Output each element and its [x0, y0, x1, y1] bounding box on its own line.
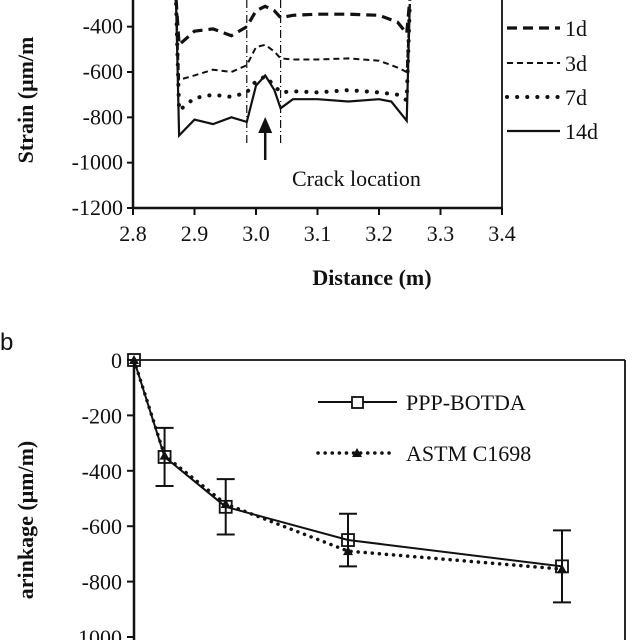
panel-a-y-axis-title: Strain (μm/m: [13, 37, 38, 164]
panel-a-x-tick-label: 3.3: [427, 221, 455, 246]
triangle-marker: [220, 499, 231, 509]
panel-a-y-tick-label: -1000: [72, 150, 123, 175]
panel-b: b 0 -200 -400 -600 -800 1000 PPP-BOTDA ASTM C1…: [0, 329, 626, 640]
panel-b-y-tick-label: 0: [111, 348, 122, 373]
panel-b-y-tick-label: -800: [82, 570, 122, 595]
triangle-marker: [159, 450, 170, 460]
panel-b-y-tick-label: -400: [82, 459, 122, 484]
panel-a-x-tick-label: 2.8: [119, 221, 147, 246]
series-line-14d: [175, 3, 411, 139]
panel-a-x-tick-label: 2.9: [181, 221, 209, 246]
crack-location-annotation: Crack location: [292, 166, 421, 191]
panel-a-y-tick-label: -600: [83, 59, 123, 84]
legend-label-ASTM-C1698: ASTM C1698: [406, 441, 531, 466]
legend-square-marker-icon: [351, 396, 364, 409]
panel-a-legend: 1d 3d 7d 14d: [505, 16, 598, 144]
panel-b-series: [127, 353, 571, 604]
series-line-3d: [175, 3, 411, 82]
series-line-1d: [174, 0, 412, 49]
panel-b-y-tick-label: -200: [82, 403, 122, 428]
panel-b-label: b: [0, 329, 13, 356]
panel-a-y-tick-label: -400: [83, 14, 123, 39]
panel-a-x-tick-label: 3.1: [304, 221, 332, 246]
legend-label-7d: 7d: [565, 85, 587, 110]
legend-label-1d: 1d: [565, 16, 587, 41]
panel-a-x-tick-label: 3.2: [365, 221, 393, 246]
panel-b-y-tick-label: -600: [82, 514, 122, 539]
panel-b-axes: 0 -200 -400 -600 -800 1000: [78, 348, 626, 640]
legend-triangle-marker-icon: [352, 448, 362, 457]
legend-label-3d: 3d: [565, 51, 587, 76]
triangle-marker: [343, 546, 353, 556]
square-marker: [127, 353, 141, 367]
crack-arrow-icon: [258, 117, 273, 133]
triangle-marker: [557, 564, 567, 574]
square-marker: [341, 533, 355, 547]
panel-a-x-axis-title: Distance (m): [312, 265, 431, 290]
panel-a-x-tick-label: 3.4: [488, 221, 516, 246]
panel-a-y-tick-label: -1200: [72, 195, 123, 220]
panel-a-y-tick-label: -800: [83, 104, 123, 129]
panel-a-series: [174, 0, 412, 139]
legend-label-PPP-BOTDA: PPP-BOTDA: [406, 390, 526, 415]
series-line-7d: [174, 2, 412, 115]
triangle-marker: [129, 355, 139, 364]
panel-b-y-tick-label: 1000: [78, 625, 122, 640]
legend-label-14d: 14d: [565, 119, 598, 144]
panel-b-y-axis-title: arinkage (μm/m): [13, 441, 38, 600]
panel-b-legend: PPP-BOTDA ASTM C1698: [316, 390, 531, 466]
panel-a-x-tick-label: 3.0: [242, 221, 270, 246]
